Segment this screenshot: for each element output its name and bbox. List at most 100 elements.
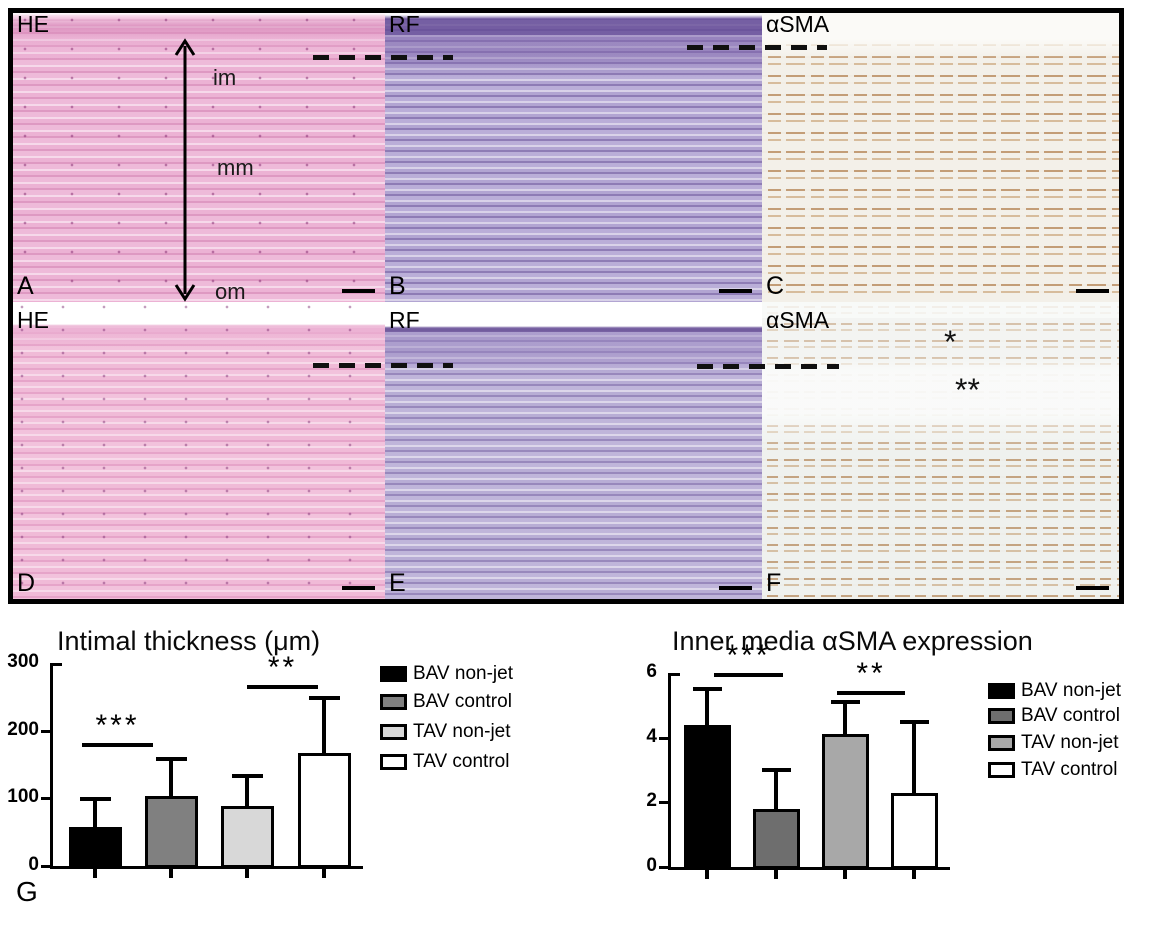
legend-label: TAV control	[413, 751, 510, 772]
intima-boundary-dashed-line	[697, 364, 839, 369]
y-axis-tick	[41, 729, 50, 733]
layer-label-mm: mm	[217, 155, 254, 180]
panel-letter-a: A	[17, 272, 34, 300]
stain-label-f: αSMA	[766, 307, 830, 333]
micrograph-panel-d: HE D	[13, 302, 385, 599]
legend-label: BAV control	[413, 691, 512, 712]
bar-tav-control	[890, 792, 938, 869]
significance-line	[82, 742, 153, 747]
legend-swatch	[988, 735, 1015, 751]
error-bar-line	[169, 759, 173, 797]
legend-swatch	[988, 708, 1015, 724]
chart-title: Intimal thickness (μm)	[57, 626, 321, 656]
bar-chart-sma-expression: Inner media αSMA expression 0 2 4 6 *** ** BAV…	[620, 612, 1176, 928]
micrograph-panel-e: RF E	[385, 302, 762, 599]
scale-bar-icon	[1076, 586, 1109, 590]
significance-line	[837, 690, 905, 695]
y-axis-tick	[659, 866, 668, 869]
significance-asterisks: **	[267, 651, 298, 685]
error-bar-line	[705, 689, 709, 725]
error-bar-line	[322, 698, 326, 753]
intima-asterisk-marker: *	[944, 324, 957, 360]
y-axis-tick	[41, 865, 50, 868]
stain-label-c: αSMA	[766, 13, 830, 37]
stain-label-b: RF	[389, 13, 420, 37]
bar-bav-non-jet	[68, 826, 122, 868]
intima-boundary-dashed-line	[687, 45, 827, 50]
x-axis-tick	[169, 869, 173, 878]
legend-label: BAV non-jet	[413, 663, 513, 684]
legend-label: BAV control	[1021, 705, 1120, 726]
stain-label-a: HE	[17, 13, 49, 37]
error-bar-cap	[830, 700, 860, 705]
significance-line	[714, 673, 783, 677]
error-bar-cap	[899, 719, 929, 724]
x-axis-tick	[322, 869, 326, 878]
legend-label: TAV non-jet	[1021, 732, 1119, 753]
x-axis-tick	[705, 870, 709, 879]
error-bar-cap	[761, 768, 791, 772]
error-bar-cap	[692, 687, 722, 692]
y-axis-tick-label: 200	[7, 718, 39, 740]
error-bar-cap	[79, 797, 111, 801]
legend-swatch	[380, 666, 407, 682]
layer-label-om: om	[215, 279, 246, 302]
legend-swatch	[380, 694, 407, 710]
bar-bav-control	[144, 796, 198, 868]
legend-label: TAV control	[1021, 759, 1118, 780]
error-bar-cap	[231, 774, 263, 778]
x-axis-tick	[774, 870, 778, 879]
inner-media-asterisk-marker: **	[955, 372, 980, 408]
stain-label-e: RF	[389, 307, 420, 333]
legend-swatch	[380, 754, 407, 770]
stain-label-d: HE	[17, 307, 49, 333]
error-bar-line	[912, 721, 916, 793]
error-bar-line	[843, 702, 847, 735]
x-axis-line	[50, 866, 363, 869]
error-bar-cap	[308, 696, 340, 701]
x-axis-line	[668, 867, 950, 870]
y-axis-line	[50, 663, 53, 869]
panel-letter-d: D	[17, 569, 36, 597]
scale-bar-icon	[719, 289, 752, 293]
significance-asterisks: ***	[95, 708, 140, 742]
x-axis-tick	[245, 869, 249, 878]
legend-swatch	[988, 683, 1015, 699]
significance-asterisks: ***	[726, 639, 771, 672]
y-axis-line	[668, 673, 671, 870]
bar-tav-non-jet	[821, 734, 869, 869]
intima-boundary-dashed-line	[313, 363, 453, 368]
error-bar-line	[93, 799, 97, 827]
figure-part-label-g: G	[16, 876, 38, 907]
legend-label: BAV non-jet	[1021, 680, 1121, 701]
y-axis-tick-label: 2	[646, 790, 657, 812]
significance-line	[247, 685, 318, 690]
x-axis-tick	[912, 870, 916, 879]
significance-asterisks: **	[856, 656, 886, 690]
panel-letter-b: B	[389, 272, 406, 300]
micrograph-panel-b: RF B	[385, 13, 762, 302]
y-axis-tick-label: 4	[646, 725, 657, 747]
bar-tav-non-jet	[220, 806, 274, 868]
chart-title: Inner media αSMA expression	[672, 626, 1033, 656]
bar-bav-control	[752, 808, 800, 869]
y-axis-top-tick	[53, 663, 62, 666]
micrograph-panel-f: αSMA F * **	[762, 302, 1119, 599]
error-bar-line	[245, 776, 249, 807]
y-axis-tick-label: 0	[28, 854, 39, 875]
panel-letter-e: E	[389, 569, 406, 597]
error-bar-line	[774, 770, 778, 809]
y-axis-tick	[41, 797, 50, 801]
micrograph-panel-c: αSMA C	[762, 13, 1119, 302]
scale-bar-icon	[342, 289, 375, 293]
panel-letter-f: F	[766, 569, 782, 597]
bar-bav-non-jet	[683, 724, 731, 869]
scale-bar-icon	[719, 586, 752, 590]
legend-swatch	[988, 762, 1015, 778]
media-thickness-arrow-icon	[174, 38, 196, 302]
legend-label: TAV non-jet	[413, 721, 511, 742]
y-axis-tick-label: 100	[7, 786, 39, 808]
micrograph-figure-box: HE A im mm om RF B αSMA C HE D	[8, 8, 1124, 604]
bar-tav-control	[297, 752, 351, 868]
legend-swatch	[380, 724, 407, 740]
